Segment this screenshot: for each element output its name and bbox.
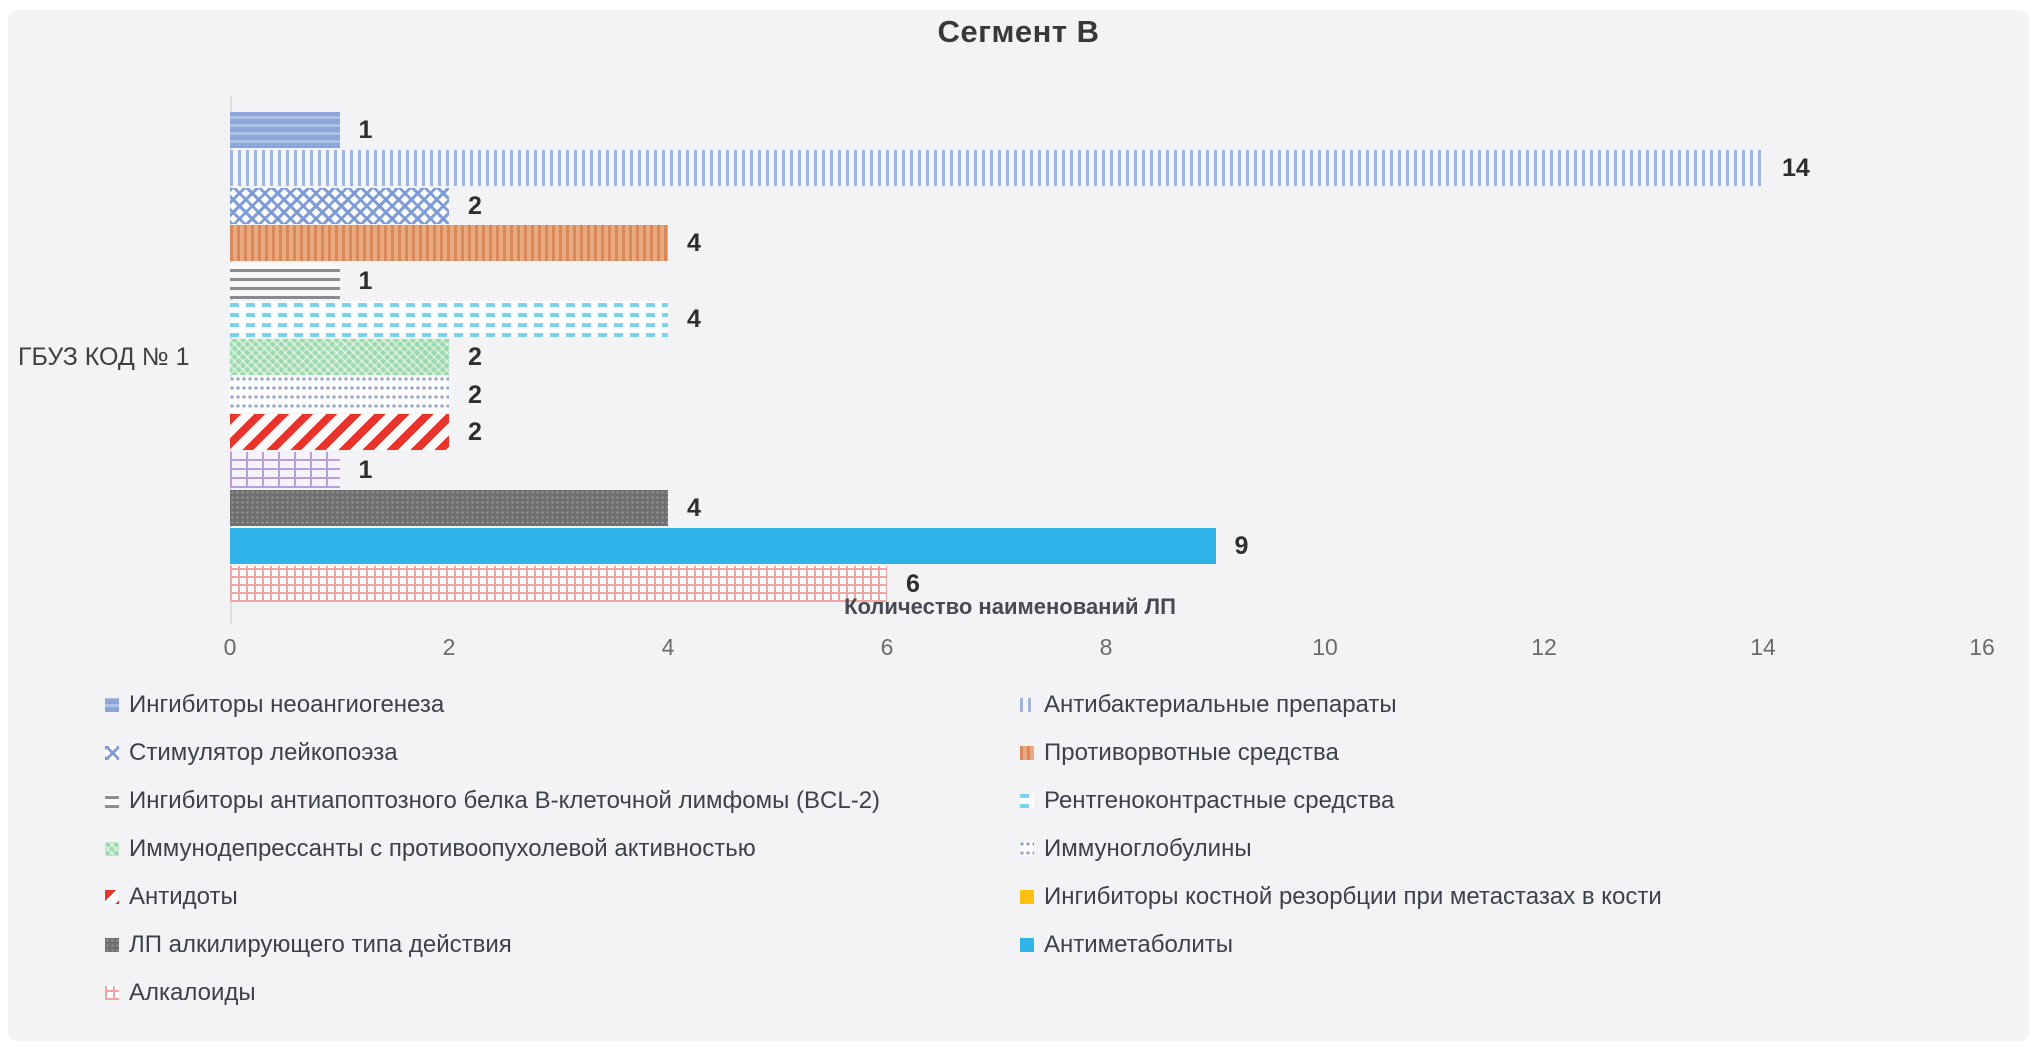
x-axis-tick: 0 [223,634,237,660]
legend-label: ЛП алкилирующего типа действия [129,931,512,958]
legend-label: Иммуноглобулины [1044,835,1252,862]
legend-item: Иммуноглобулины [1020,825,1975,873]
bar-series-3 [230,187,449,224]
legend-item: Рентгеноконтрастные средства [1020,777,1975,825]
value-label: 9 [1234,531,1249,560]
legend-swatch-icon [105,794,119,808]
legend-label: Рентгеноконтрастные средства [1044,787,1395,814]
legend-swatch-icon [105,938,119,952]
bar-series-2 [230,149,1763,186]
legend-swatch-icon [1020,842,1034,856]
x-axis-title: Количество наименований ЛП [844,594,1176,619]
legend-swatch-icon [105,986,119,1000]
value-label: 1 [358,116,373,144]
value-label: 14 [1782,153,1810,182]
legend-item: Алкалоиды [105,969,1020,1017]
legend-swatch-icon [1020,746,1034,760]
value-label: 6 [906,569,920,598]
value-label: 2 [468,191,482,220]
legend-item: Ингибиторы неоангиогенеза [105,681,1020,729]
x-axis-tick: 6 [880,634,894,660]
legend-label: Антиметаболиты [1044,931,1233,958]
bar-series-1 [230,112,340,148]
legend-item: ЛП алкилирующего типа действия [105,921,1020,969]
x-axis-tick: 10 [1312,634,1338,660]
legend-label: Алкалоиды [129,979,256,1006]
x-axis-tick: 14 [1750,634,1776,660]
value-label: 4 [687,305,701,333]
bar-series-5 [230,263,340,300]
legend-label: Иммунодепрессанты с противоопухолевой ак… [129,835,756,862]
bar-series-12 [230,527,1216,564]
category-label: ГБУЗ КОД № 1 [18,343,190,371]
bar-series-4 [230,225,668,262]
legend-item: Ингибиторы антиапоптозного белка B-клето… [105,777,1020,825]
bar-series-9 [230,414,449,451]
x-axis-tick: 4 [661,634,675,660]
x-axis-tick: 12 [1531,634,1557,660]
bar-series-7 [230,338,449,375]
bar-series-13 [230,565,887,602]
value-label: 1 [358,456,373,485]
value-label: 4 [687,229,701,258]
legend-item: Противорвотные средства [1020,729,1975,777]
legend-item: Ингибиторы костной резорбции при метаста… [1020,873,1975,921]
value-label: 1 [358,267,373,296]
legend-item: Антибактериальные препараты [1020,681,1975,729]
value-label: 2 [468,380,482,409]
legend-swatch-icon [105,842,119,856]
legend-label: Антибактериальные препараты [1044,691,1397,718]
legend-item: Антиметаболиты [1020,921,1975,969]
x-axis-tick: 8 [1099,634,1113,660]
legend-swatch-icon [1020,938,1034,952]
legend-label: Противорвотные средства [1044,739,1339,766]
legend-label: Стимулятор лейкопоэза [129,739,398,766]
chart-title: Сегмент В [937,14,1100,49]
value-label: 2 [468,418,482,447]
bar-series-6 [230,301,668,337]
legend-swatch-icon [105,698,119,712]
legend-swatch-icon [1020,794,1034,808]
legend-label: Ингибиторы костной резорбции при метаста… [1044,883,1662,910]
value-label: 2 [468,342,482,371]
legend-swatch-icon [105,890,119,904]
x-axis-tick: 2 [442,634,456,660]
legend-swatch-icon [1020,698,1034,712]
bar-series-8 [230,376,449,413]
legend-label: Ингибиторы антиапоптозного белка B-клето… [129,787,881,814]
bar-series-11 [230,490,668,526]
legend-label: Ингибиторы неоангиогенеза [129,691,445,718]
legend-label: Антидоты [129,883,238,910]
legend: Ингибиторы неоангиогенеза Антибактериальн… [105,681,1975,1017]
x-axis-tick: 16 [1969,634,1995,660]
legend-item: Стимулятор лейкопоэза [105,729,1020,777]
legend-item: Антидоты [105,873,1020,921]
legend-swatch-icon [1020,890,1034,904]
legend-item: Иммунодепрессанты с противоопухолевой ак… [105,825,1020,873]
legend-swatch-icon [105,746,119,760]
bar-series-10 [230,452,340,489]
value-label: 4 [687,494,701,522]
